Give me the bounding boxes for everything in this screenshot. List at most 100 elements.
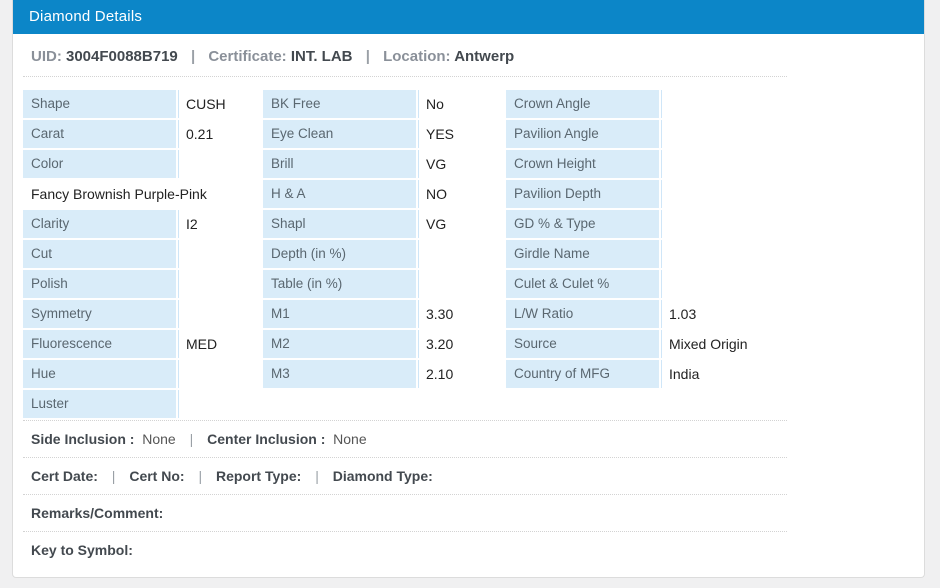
table-row: BK Free No	[263, 90, 506, 118]
field-value: MED	[186, 336, 218, 352]
table-row: Depth (in %)	[263, 240, 506, 268]
table-row: Table (in %)	[263, 270, 506, 298]
remarks-row: Remarks/Comment:	[23, 495, 787, 531]
side-inclusion-value: None	[142, 431, 176, 447]
field-value	[662, 90, 787, 118]
field-label: Crown Height	[506, 150, 662, 178]
table-row: Luster	[23, 390, 263, 418]
field-label: Shapl	[263, 210, 419, 238]
table-row: Crown Angle	[506, 90, 787, 118]
report-type-label: Report Type:	[215, 468, 302, 484]
field-label: Eye Clean	[263, 120, 419, 148]
color-description-row: Fancy Brownish Purple-Pink	[31, 186, 207, 202]
field-value	[179, 390, 263, 418]
table-row: Hue	[23, 360, 263, 388]
field-label: M1	[263, 300, 419, 328]
field-value	[419, 270, 506, 298]
field-value	[179, 150, 263, 178]
certificate-row: Cert Date: | Cert No: | Report Type: | D…	[23, 458, 787, 494]
field-value: I2	[186, 216, 198, 232]
table-row: Pavilion Angle	[506, 120, 787, 148]
field-value	[179, 360, 263, 388]
summary-line: UID: 3004F0088B719 | Certificate: INT. L…	[31, 48, 924, 70]
table-row: Clarity I2	[23, 210, 263, 238]
field-value	[662, 120, 787, 148]
field-value	[662, 240, 787, 268]
separator: |	[198, 468, 203, 484]
field-label: Country of MFG	[506, 360, 662, 388]
table-row: Brill VG	[263, 150, 506, 178]
field-value	[179, 240, 263, 268]
certificate-label: Certificate:	[208, 48, 287, 65]
table-row: Country of MFG India	[506, 360, 787, 388]
table-row: Shapl VG	[263, 210, 506, 238]
field-value	[662, 180, 787, 208]
diamond-type-label: Diamond Type:	[332, 468, 433, 484]
field-value: 0.21	[186, 126, 214, 142]
divider	[23, 531, 787, 532]
field-label: Culet & Culet %	[506, 270, 662, 298]
center-inclusion-label: Center Inclusion :	[207, 431, 326, 447]
table-row: H & A NO	[263, 180, 506, 208]
table-row: GD % & Type	[506, 210, 787, 238]
divider	[23, 76, 787, 77]
divider	[23, 420, 787, 421]
divider	[23, 494, 787, 495]
key-to-symbol-row: Key to Symbol:	[23, 532, 787, 568]
field-value	[662, 150, 787, 178]
field-value	[179, 300, 263, 328]
table-column-2: BK Free No Eye Clean YES Brill VG H & A NO Shapl…	[263, 90, 506, 390]
table-row: Source Mixed Origin	[506, 330, 787, 358]
field-label: Carat	[23, 120, 179, 148]
table-row: Cut	[23, 240, 263, 268]
field-label: Symmetry	[23, 300, 179, 328]
field-value	[179, 270, 263, 298]
field-value: 1.03	[669, 306, 697, 322]
table-row: Shape CUSH	[23, 90, 263, 118]
field-value: NO	[426, 186, 447, 202]
field-label: Brill	[263, 150, 419, 178]
diamond-details-card: Diamond Details UID: 3004F0088B719 | Cer…	[12, 0, 925, 578]
field-label: Source	[506, 330, 662, 358]
field-value: YES	[426, 126, 455, 142]
table-row: Eye Clean YES	[263, 120, 506, 148]
side-inclusion-label: Side Inclusion :	[31, 431, 135, 447]
field-value: 2.10	[426, 366, 454, 382]
field-value	[662, 210, 787, 238]
field-label: Depth (in %)	[263, 240, 419, 268]
key-to-symbol-label: Key to Symbol:	[31, 542, 133, 558]
separator: |	[315, 468, 319, 484]
table-row: Symmetry	[23, 300, 263, 328]
uid-label: UID:	[31, 48, 62, 65]
field-label: Cut	[23, 240, 179, 268]
separator: |	[365, 48, 370, 65]
field-label: Hue	[23, 360, 179, 388]
table-row: M2 3.20	[263, 330, 506, 358]
field-value: 3.30	[426, 306, 454, 322]
table-row: Polish	[23, 270, 263, 298]
field-label: Girdle Name	[506, 240, 662, 268]
details-table: Shape CUSH Carat 0.21 Color Fancy Brownish Pu…	[23, 90, 787, 420]
field-value	[662, 270, 787, 298]
field-label: Crown Angle	[506, 90, 662, 118]
field-label: M3	[263, 360, 419, 388]
remarks-label: Remarks/Comment:	[31, 505, 164, 521]
field-label: H & A	[263, 180, 419, 208]
table-row: Color	[23, 150, 263, 178]
field-label: Polish	[23, 270, 179, 298]
separator: |	[190, 48, 196, 65]
field-label: GD % & Type	[506, 210, 662, 238]
field-label: Pavilion Depth	[506, 180, 662, 208]
field-label: BK Free	[263, 90, 419, 118]
field-label: Table (in %)	[263, 270, 419, 298]
field-value: No	[426, 96, 444, 112]
uid-value: 3004F0088B719	[66, 48, 178, 65]
cert-no-label: Cert No:	[129, 468, 185, 484]
separator: |	[189, 431, 194, 447]
table-row: Carat 0.21	[23, 120, 263, 148]
table-row: Fluorescence MED	[23, 330, 263, 358]
divider	[23, 457, 787, 458]
cert-date-label: Cert Date:	[31, 468, 98, 484]
field-value: India	[669, 366, 700, 382]
field-value: 3.20	[426, 336, 454, 352]
